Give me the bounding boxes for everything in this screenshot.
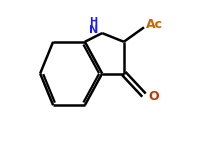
Text: O: O	[149, 90, 159, 103]
Text: N: N	[89, 25, 98, 35]
Text: Ac: Ac	[146, 18, 163, 31]
Text: H: H	[89, 17, 98, 27]
